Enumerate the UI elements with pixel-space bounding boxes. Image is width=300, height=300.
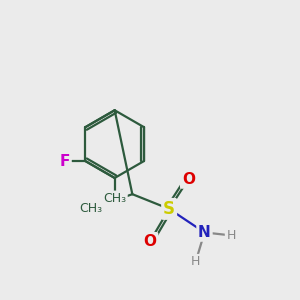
Text: H: H xyxy=(191,255,200,268)
Text: S: S xyxy=(163,200,175,218)
Text: N: N xyxy=(198,225,211,240)
Text: O: O xyxy=(143,234,157,249)
Text: CH₃: CH₃ xyxy=(80,202,103,215)
Text: H: H xyxy=(226,229,236,242)
Text: O: O xyxy=(182,172,195,187)
Text: F: F xyxy=(59,154,70,169)
Text: CH₃: CH₃ xyxy=(103,192,126,205)
